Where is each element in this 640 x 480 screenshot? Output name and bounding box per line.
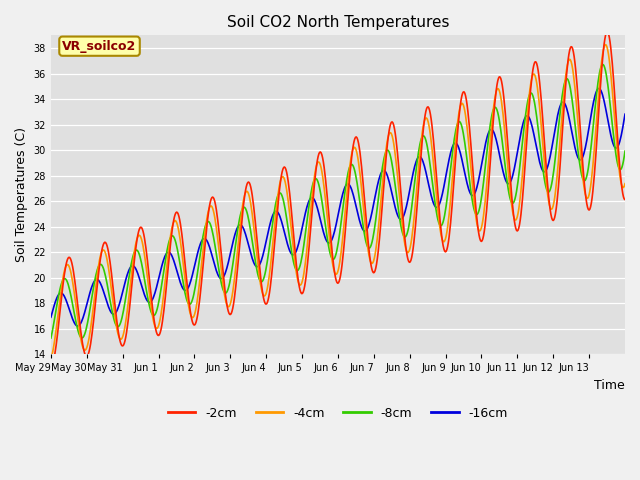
-8cm <box>248 239 256 244</box>
-16cm <box>595 85 603 91</box>
-2cm <box>603 29 611 35</box>
-2cm <box>115 329 122 335</box>
X-axis label: Time: Time <box>595 379 625 392</box>
-8cm <box>429 188 437 194</box>
Text: VR_soilco2: VR_soilco2 <box>62 40 137 53</box>
-8cm <box>220 288 228 294</box>
-16cm <box>74 323 82 329</box>
-16cm <box>430 202 438 207</box>
-16cm <box>271 209 278 215</box>
-16cm <box>115 302 123 308</box>
-8cm <box>621 148 629 154</box>
-8cm <box>115 324 122 330</box>
-4cm <box>270 228 278 234</box>
-4cm <box>621 181 629 187</box>
-16cm <box>47 314 55 320</box>
-8cm <box>598 61 606 67</box>
-16cm <box>621 111 629 117</box>
-8cm <box>270 211 278 216</box>
-4cm <box>115 332 122 338</box>
-2cm <box>47 364 55 370</box>
-16cm <box>398 216 406 222</box>
-2cm <box>220 277 228 283</box>
-4cm <box>602 42 609 48</box>
Title: Soil CO2 North Temperatures: Soil CO2 North Temperatures <box>227 15 449 30</box>
Line: -8cm: -8cm <box>51 64 625 338</box>
-4cm <box>248 212 256 217</box>
-4cm <box>397 212 405 218</box>
-4cm <box>220 288 228 293</box>
-2cm <box>270 247 278 253</box>
-2cm <box>397 194 405 200</box>
-16cm <box>221 272 228 278</box>
-4cm <box>47 356 55 361</box>
-2cm <box>429 136 437 142</box>
-4cm <box>429 160 437 166</box>
Line: -2cm: -2cm <box>51 32 625 367</box>
-2cm <box>248 192 256 198</box>
-8cm <box>397 225 405 230</box>
-16cm <box>249 258 257 264</box>
Line: -4cm: -4cm <box>51 45 625 359</box>
Line: -16cm: -16cm <box>51 88 625 326</box>
Legend: -2cm, -4cm, -8cm, -16cm: -2cm, -4cm, -8cm, -16cm <box>163 402 513 425</box>
-2cm <box>621 197 629 203</box>
Y-axis label: Soil Temperatures (C): Soil Temperatures (C) <box>15 127 28 262</box>
-8cm <box>47 335 55 341</box>
